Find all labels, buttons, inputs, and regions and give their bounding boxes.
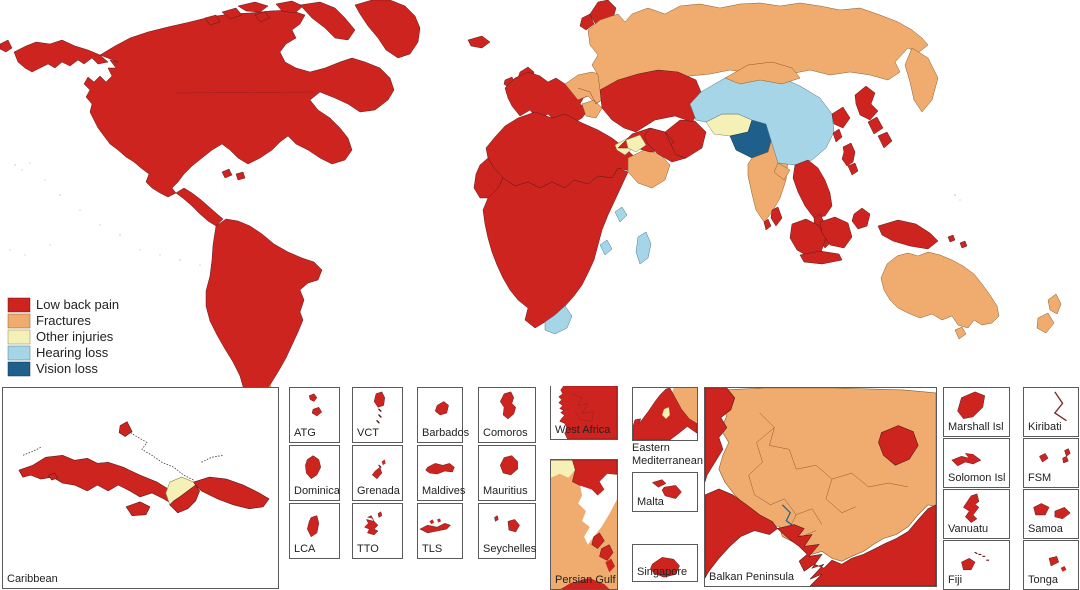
svg-text:Fractures: Fractures — [36, 313, 91, 328]
svg-text:Vision loss: Vision loss — [36, 361, 98, 376]
svg-text:Low back pain: Low back pain — [36, 297, 119, 312]
svg-text:Hearing loss: Hearing loss — [36, 345, 109, 360]
svg-text:Other injuries: Other injuries — [36, 329, 114, 344]
